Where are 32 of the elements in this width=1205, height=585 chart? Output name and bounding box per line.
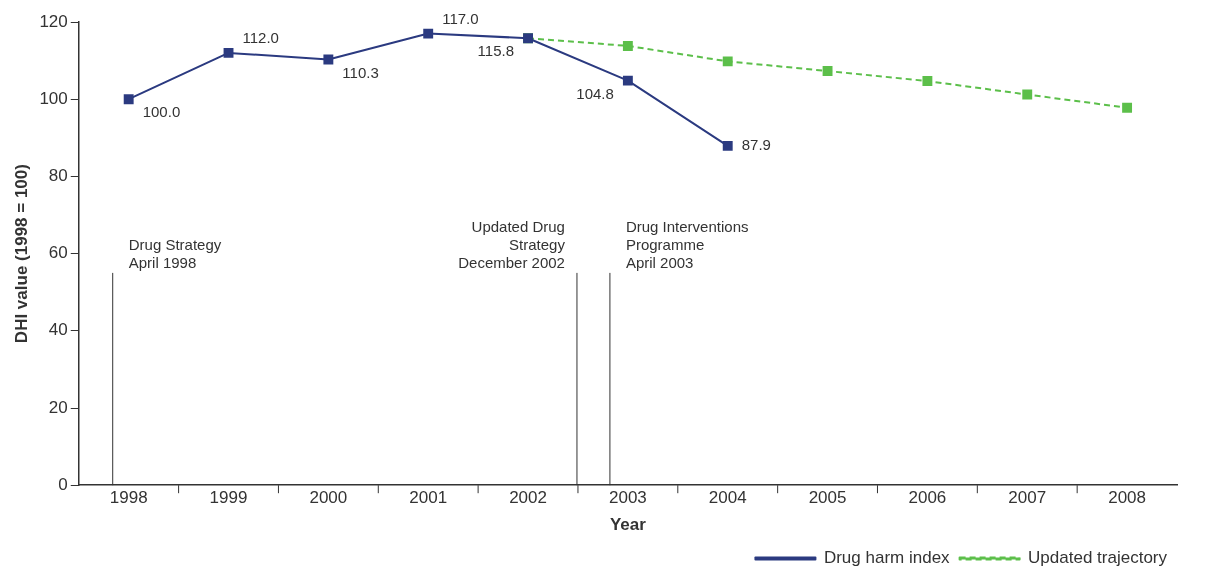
y-tick-label: 80 bbox=[48, 166, 68, 186]
y-tick-label: 20 bbox=[48, 397, 68, 417]
data-label: 87.9 bbox=[741, 136, 771, 154]
ref-line-label: Drug Strategy April 1998 bbox=[128, 235, 222, 271]
y-tick-label: 100 bbox=[39, 88, 68, 108]
data-label: 110.3 bbox=[342, 63, 379, 81]
data-label: 117.0 bbox=[442, 9, 479, 27]
y-tick-label: 0 bbox=[58, 474, 68, 494]
x-tick-label: 2003 bbox=[608, 488, 647, 508]
x-tick-label: 2005 bbox=[808, 488, 847, 508]
x-tick-label: 2002 bbox=[509, 488, 547, 508]
data-label: 100.0 bbox=[142, 103, 181, 121]
y-tick-label: 40 bbox=[48, 320, 68, 340]
y-axis-title: DHI value (1998 = 100) bbox=[11, 164, 31, 344]
legend-label: Drug harm index bbox=[823, 548, 951, 568]
x-axis-title: Year bbox=[609, 515, 647, 535]
data-label: 115.8 bbox=[477, 42, 515, 60]
x-tick-label: 1998 bbox=[109, 488, 148, 508]
x-tick-label: 2004 bbox=[708, 488, 747, 508]
data-label: 104.8 bbox=[576, 84, 614, 102]
y-tick-label: 120 bbox=[39, 11, 68, 31]
x-tick-label: 2001 bbox=[409, 488, 448, 508]
x-tick-label: 2006 bbox=[908, 488, 947, 508]
data-label: 112.0 bbox=[242, 29, 279, 47]
x-tick-label: 1999 bbox=[209, 488, 248, 508]
ref-line-label: Updated Drug Strategy December 2002 bbox=[458, 217, 566, 271]
y-tick-label: 60 bbox=[48, 243, 68, 263]
x-tick-label: 2007 bbox=[1008, 488, 1047, 508]
ref-line-label: Drug Interventions Programme April 2003 bbox=[625, 217, 749, 271]
x-tick-label: 2000 bbox=[309, 488, 348, 508]
x-tick-label: 2008 bbox=[1108, 488, 1146, 508]
legend-label: Updated trajectory bbox=[1028, 548, 1168, 568]
